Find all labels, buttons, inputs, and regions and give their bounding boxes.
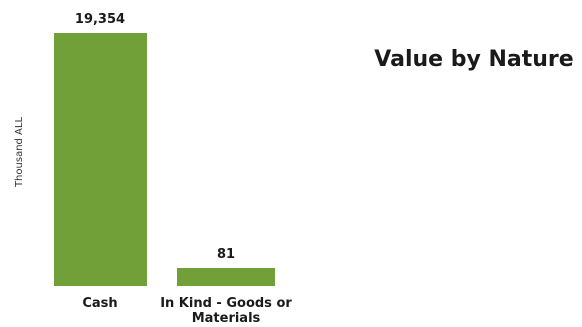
chart-title: Value by Nature	[374, 47, 573, 72]
x-tick-label-1-line-0: In Kind - Goods or	[160, 296, 292, 311]
data-label-0: 19,354	[75, 12, 125, 27]
x-tick-label-1-line-1: Materials	[192, 311, 261, 326]
bar-0	[54, 33, 147, 286]
bar-1	[177, 268, 275, 286]
data-label-1: 81	[217, 247, 235, 262]
x-tick-label-0: Cash	[82, 296, 117, 311]
y-axis-label: Thousand ALL	[14, 117, 25, 189]
